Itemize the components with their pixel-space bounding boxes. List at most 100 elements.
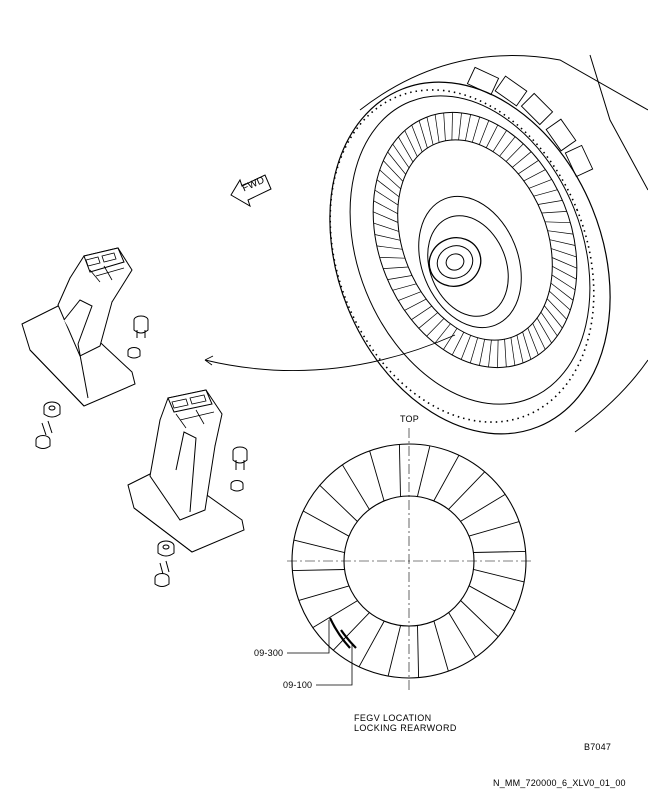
fan-vane-line <box>392 283 417 291</box>
fan-vane-line <box>522 331 532 360</box>
ring-vane-line <box>302 510 350 537</box>
callout-09-100: 09-100 <box>283 680 313 690</box>
ring-vane-line <box>332 612 370 651</box>
screw-icon-lower <box>154 560 170 587</box>
fan-vane-line <box>540 311 558 337</box>
ring-vane-line <box>369 450 385 502</box>
fan-vane-line <box>485 124 499 148</box>
ring-vane-line <box>387 625 402 677</box>
ring-vane-line <box>468 585 516 612</box>
fan-vane-line <box>527 327 539 356</box>
fan-vane-line <box>383 160 404 182</box>
fan-vane-line <box>387 275 413 280</box>
bolt-icon-lower <box>230 446 248 492</box>
ring-vane-line <box>433 620 449 672</box>
screw-icon <box>35 420 53 449</box>
note-line-2: LOCKING REARWORD <box>354 723 457 733</box>
fan-vane-line <box>374 189 399 206</box>
fan-vane-line <box>374 234 401 241</box>
fan-vane-line <box>376 179 400 198</box>
fan-vane-line <box>426 117 434 145</box>
fan-vane-line <box>404 130 418 157</box>
fan-vane-line <box>551 274 576 291</box>
fan-vane-line <box>510 337 516 366</box>
note-line-1: FEGV LOCATION <box>354 713 432 723</box>
fan-vane-line <box>536 317 552 344</box>
fan-vane-line <box>451 112 453 141</box>
fan-vane-line <box>516 335 524 363</box>
fan-vane-line <box>411 124 423 153</box>
ring-vane-line <box>398 444 401 497</box>
fan-vane-line <box>505 143 524 162</box>
fan-vane-line <box>387 151 406 175</box>
fan-vane-line <box>537 200 563 205</box>
callout-leaders <box>287 620 353 686</box>
fan-vane-line <box>497 339 499 368</box>
fan-vane-line <box>499 136 516 157</box>
ring-vane-line <box>298 585 350 601</box>
fan-vane-line <box>492 130 507 152</box>
fan-vane-line <box>376 245 403 250</box>
fan-vane-line <box>404 298 427 311</box>
fan-vane-line <box>547 230 574 235</box>
fan-vane-line <box>398 291 422 301</box>
fan-vane-line <box>523 169 546 182</box>
fan-vane-line <box>552 265 577 280</box>
fan-vane-line <box>434 114 440 143</box>
fan-vane-line <box>551 257 577 269</box>
ring-vane-line <box>448 471 486 510</box>
fan-vane-line <box>471 116 481 143</box>
fan-vane-line <box>460 335 472 360</box>
fan-vane-line <box>549 290 571 311</box>
fan-vane-line <box>443 112 446 141</box>
detail-pointer-arrow <box>204 334 456 372</box>
fan-vane-line <box>544 305 563 329</box>
ring-vane-line <box>312 600 358 628</box>
fan-vane-line <box>546 298 567 320</box>
ring-vane-line <box>460 494 506 522</box>
fan-vane-line <box>379 169 401 190</box>
ring-vane-line <box>460 600 499 638</box>
ring-vane-line <box>473 550 526 553</box>
fan-vane-line <box>451 332 465 356</box>
ring-vane-line <box>468 521 520 537</box>
figure-id: B7047 <box>584 742 612 752</box>
ring-vane-line <box>416 445 431 497</box>
fan-vane-line <box>478 120 490 145</box>
ring-vane-line <box>342 464 370 510</box>
fwd-arrow-icon <box>230 174 272 208</box>
ring-vane-lines <box>292 444 526 678</box>
fan-vane-line <box>373 211 399 223</box>
ring-vane-line <box>473 568 525 583</box>
fan-vane-lines <box>373 112 577 368</box>
fegv-location-ring <box>287 428 531 690</box>
fan-vane-line <box>373 200 398 215</box>
ring-vane-line <box>417 625 420 678</box>
callout-09-300: 09-300 <box>254 648 284 658</box>
ring-vane-line <box>319 484 358 522</box>
fan-vane-line <box>383 266 409 269</box>
bolt-icon <box>127 315 149 359</box>
engine-fan-case <box>329 54 648 435</box>
nut-icon-lower <box>157 540 175 557</box>
fan-vane-line <box>533 189 558 197</box>
ring-vane-line <box>293 539 345 554</box>
fan-vane-line <box>512 151 532 168</box>
fan-vane-line <box>418 120 428 149</box>
top-label: TOP <box>400 414 419 424</box>
ring-vane-line <box>433 454 460 502</box>
ring-vane-line <box>292 569 345 572</box>
fan-vane-line <box>479 339 485 366</box>
fan-vane-line <box>418 312 438 329</box>
fan-vane-line <box>379 256 406 259</box>
fan-vane-line <box>549 239 576 246</box>
fegv-vane-assembly-upper <box>21 247 136 407</box>
fan-vane-line <box>504 339 507 368</box>
fan-vane-line <box>443 328 458 350</box>
ring-vane-line <box>448 612 476 658</box>
fan-vane-line <box>550 282 574 301</box>
fan-vane-line <box>398 136 414 163</box>
fan-vane-line <box>373 222 399 232</box>
fan-vane-line <box>528 179 552 189</box>
